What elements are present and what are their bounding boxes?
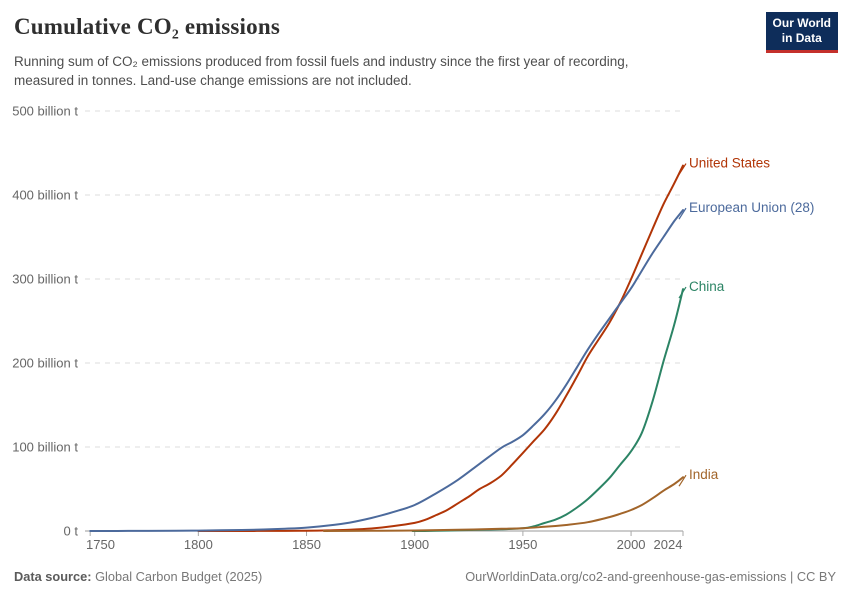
x-axis-label: 1750 xyxy=(86,537,115,552)
series-label-leader-european-union-28 xyxy=(678,207,687,220)
y-axis-label: 100 billion t xyxy=(12,440,78,455)
series-label-china[interactable]: China xyxy=(689,279,725,294)
x-axis-label: 2000 xyxy=(617,537,646,552)
data-source-value: Global Carbon Budget (2025) xyxy=(91,569,263,584)
footer-link[interactable]: OurWorldinData.org/co2-and-greenhouse-ga… xyxy=(465,569,836,584)
subtitle-line-1: Running sum of CO₂ emissions produced fr… xyxy=(14,54,629,69)
owid-logo-line2: in Data xyxy=(781,31,822,45)
series-line-india[interactable] xyxy=(322,476,684,532)
y-axis-label: 400 billion t xyxy=(12,188,78,203)
series-label-united-states[interactable]: United States xyxy=(689,156,770,171)
chart-subtitle: Running sum of CO₂ emissions produced fr… xyxy=(14,52,629,90)
x-axis-label: 1850 xyxy=(292,537,321,552)
series-line-united-states[interactable] xyxy=(197,164,684,532)
owid-logo[interactable]: Our World in Data xyxy=(765,12,838,53)
y-axis-label: 200 billion t xyxy=(12,356,78,371)
series-label-leader-united-states xyxy=(678,163,687,175)
chart-footer: Data source: Global Carbon Budget (2025)… xyxy=(14,569,836,584)
x-axis-label: 1900 xyxy=(400,537,429,552)
x-axis-label: 2024 xyxy=(654,537,683,552)
series-label-leader-china xyxy=(678,286,687,299)
y-axis-label: 300 billion t xyxy=(12,272,78,287)
owid-logo-line1: Our World xyxy=(772,16,831,30)
subtitle-line-2: measured in tonnes. Land-use change emis… xyxy=(14,73,412,88)
series-label-india[interactable]: India xyxy=(689,467,719,482)
data-source: Data source: Global Carbon Budget (2025) xyxy=(14,569,262,584)
y-axis-label: 0 t xyxy=(64,524,79,539)
series-line-european-union-28[interactable] xyxy=(89,209,684,532)
y-axis-label: 500 billion t xyxy=(12,104,78,119)
x-axis-label: 1950 xyxy=(508,537,537,552)
series-label-leader-india xyxy=(678,474,687,487)
x-axis-label: 1800 xyxy=(184,537,213,552)
series-label-european-union-28[interactable]: European Union (28) xyxy=(689,200,814,215)
data-source-label: Data source: xyxy=(14,569,92,584)
chart-title: Cumulative CO₂ emissions xyxy=(14,14,280,39)
